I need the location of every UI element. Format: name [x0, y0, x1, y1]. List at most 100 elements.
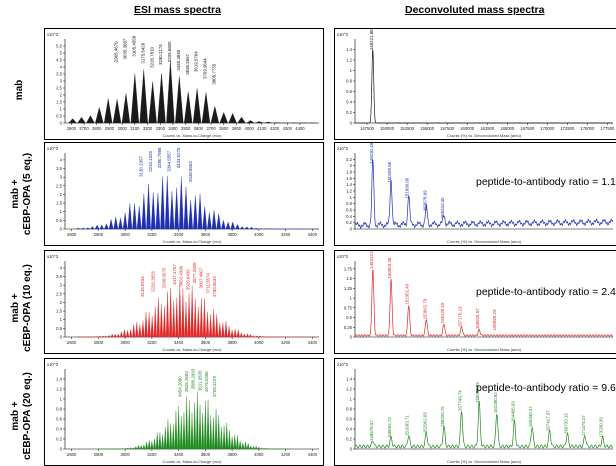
- y-tick-label: 0.6: [346, 417, 352, 422]
- y-tick-label: 1.5: [56, 201, 62, 206]
- spectrum-envelope: [97, 392, 289, 449]
- y-tick-label: 1.2: [56, 387, 62, 392]
- x-tick-label: 3600: [201, 340, 211, 345]
- spectrum-peak: [154, 307, 157, 337]
- peak-label: 3339.6605: [167, 41, 172, 62]
- spectrum-peak: [258, 336, 261, 337]
- spectrum-peak: [149, 82, 157, 123]
- spectrum-trace: [355, 401, 613, 448]
- peak-label: 155433.40: [440, 197, 445, 218]
- peak-label: 3708.3229: [212, 376, 217, 397]
- y-tick-label: 0.2: [56, 437, 62, 442]
- peak-label: 162280.82: [493, 392, 498, 413]
- spectrum-peak: [163, 306, 166, 337]
- x-tick-label: 2600: [67, 452, 77, 457]
- spectrum-peak: [175, 76, 183, 123]
- y-tick-label: 0: [60, 447, 63, 452]
- spectrum-peak: [249, 227, 253, 229]
- row-label-line: mab +: [10, 366, 22, 466]
- spectrum-peak: [206, 312, 209, 337]
- peak-label: 158925.57: [475, 308, 480, 329]
- y-tick-label: 0.5: [56, 326, 62, 331]
- spectrum-peak: [231, 330, 234, 337]
- y-tick-label: 3.5: [56, 72, 62, 77]
- peak-label: 3607.4807: [199, 267, 204, 288]
- spectrum-peak: [203, 299, 206, 337]
- spectrum-peak: [78, 117, 86, 123]
- spectrum-peak: [102, 336, 105, 337]
- peak-label: 3709.9644: [203, 58, 208, 79]
- spectrum-peak: [132, 448, 134, 449]
- right-column-title: Deconvoluted mass spectra: [405, 4, 544, 16]
- y-tick-label: 1: [350, 397, 353, 402]
- peak-label: 3440.4840: [176, 49, 181, 70]
- spectrum-peak: [231, 436, 233, 449]
- spectrum-peak: [210, 415, 212, 449]
- peak-label: 3577.2608: [192, 262, 197, 283]
- y-tick-label: 3: [60, 283, 63, 288]
- peak-label: 3611.9535: [197, 370, 202, 391]
- y-scale-label: x10^3: [47, 254, 59, 259]
- spectrum-peak: [172, 424, 174, 449]
- peak-label: 171475.27: [581, 415, 586, 436]
- spectrum-peak: [245, 227, 249, 229]
- spectrum-peak: [148, 312, 151, 337]
- spectrum-peak: [90, 227, 94, 229]
- y-tick-label: 0.6: [346, 89, 352, 94]
- y-tick-label: 1.4: [56, 377, 62, 382]
- x-tick-label: 4000: [254, 340, 264, 345]
- row-label-line: cEBP-OPA (20 eq.): [22, 366, 34, 466]
- spectrum-peak: [127, 448, 129, 449]
- peak-label: 3538.5663: [188, 161, 193, 182]
- spectrum-peak: [148, 440, 150, 449]
- spectrum-peak: [113, 99, 121, 123]
- spectrum-peak: [108, 335, 111, 337]
- x-tick-label: 4000: [244, 126, 254, 131]
- peak-label: 3526.2683: [184, 371, 189, 392]
- spectrum-peak: [209, 314, 212, 337]
- row-label-line: cEBP-OPA (10 eq.): [22, 258, 34, 358]
- peak-label: 3130.2957: [139, 156, 144, 177]
- x-axis-label: Counts (%) vs. Deconvoluted Mass (amu): [447, 347, 522, 352]
- spectrum-peak: [228, 430, 230, 449]
- spectrum-peak: [179, 177, 183, 229]
- spectrum-peak: [193, 89, 201, 123]
- y-tick-label: 2.5: [56, 183, 62, 188]
- y-tick-label: 1: [60, 209, 63, 214]
- spectrum-peak: [129, 448, 131, 449]
- spectrum-envelope: [69, 61, 317, 123]
- peak-label: 157749.74: [458, 390, 463, 411]
- spectrum-peak: [212, 210, 216, 229]
- spectrum-peak: [69, 119, 77, 123]
- ratio-20eq: peptide-to-antibody ratio = 9.6: [476, 382, 616, 394]
- spectrum-peak: [231, 222, 235, 229]
- y-tick-label: 0.8: [346, 79, 352, 84]
- y-tick-label: 4: [60, 157, 63, 162]
- y-tick-label: 1.25: [344, 286, 353, 291]
- spectrum-peak: [229, 113, 237, 123]
- spectrum-peak: [138, 324, 141, 337]
- spectrum-peak: [255, 446, 257, 449]
- peak-label: 157170.19: [458, 306, 463, 327]
- row-label-line: mab: [14, 50, 26, 130]
- peak-label: 155120.18: [440, 302, 445, 323]
- spectrum-peak: [204, 401, 206, 449]
- x-tick-label: 3800: [219, 126, 229, 131]
- spectrum-peak: [166, 292, 169, 337]
- x-tick-label: 3400: [168, 126, 178, 131]
- y-tick-label: 2: [60, 93, 63, 98]
- peak-label: 151951.49: [405, 283, 410, 304]
- spectrum-peak: [159, 432, 161, 449]
- spectrum-trace: [355, 50, 613, 123]
- x-axis-label: Counts vs. Mass-to-Charge (m/z): [163, 347, 223, 352]
- peak-label: 3454.2680: [177, 376, 182, 397]
- spectrum-peak: [180, 416, 182, 449]
- spectrum-peak: [120, 332, 123, 337]
- y-tick-label: 1: [60, 317, 63, 322]
- y-tick-label: 2: [60, 300, 63, 305]
- y-tick-label: 3: [60, 79, 63, 84]
- y-scale-label: x10^2: [337, 146, 349, 151]
